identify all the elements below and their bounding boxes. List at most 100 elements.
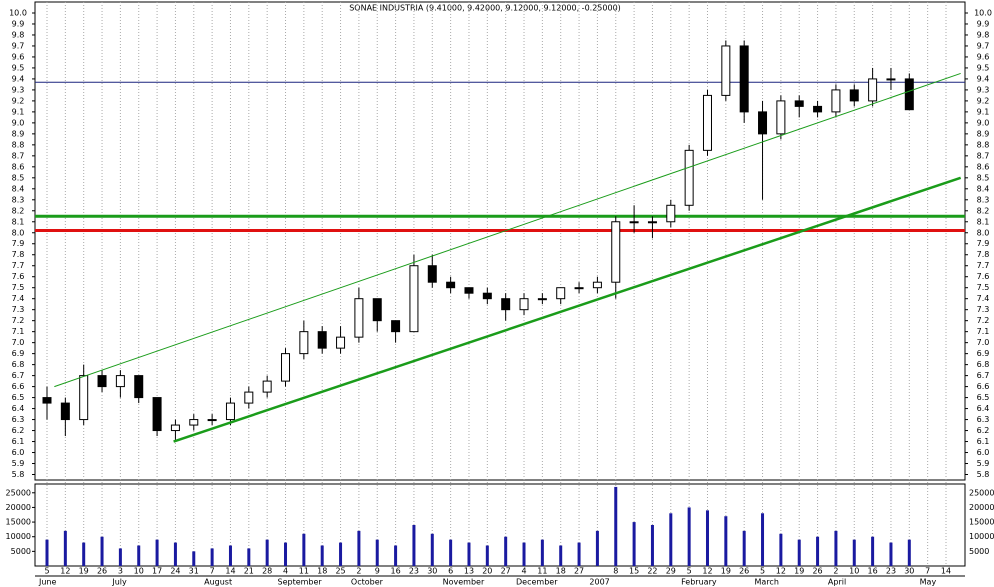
candle-body — [849, 89, 859, 102]
month-label: October — [351, 578, 384, 587]
y2-tick-label: 15000 — [969, 518, 994, 527]
candle-body — [427, 265, 437, 283]
y-tick-label: 7.4 — [12, 294, 25, 303]
volume-frame — [34, 483, 966, 567]
price-frame — [34, 1, 966, 481]
candle-body — [739, 45, 749, 113]
candle-body — [244, 391, 254, 404]
y-tick-label: 6.4 — [12, 404, 25, 413]
y-tick-label: 7.0 — [977, 338, 990, 347]
x-tick-label: 16 — [390, 567, 400, 576]
y2-tick-label: 5000 — [11, 547, 31, 556]
x-tick-label: 6 — [448, 567, 453, 576]
volume-bar — [797, 539, 801, 566]
month-label: February — [681, 578, 717, 587]
y-tick-label: 9.5 — [977, 63, 990, 72]
y-tick-label: 7.3 — [977, 305, 990, 314]
candle-body — [299, 331, 309, 355]
y-tick-label: 8.8 — [977, 140, 990, 149]
y-tick-label: 8.5 — [977, 173, 990, 182]
y-tick-label: 8.9 — [12, 129, 25, 138]
candle-body — [152, 397, 162, 432]
y-tick-label: 8.0 — [977, 228, 990, 237]
y-tick-label: 6.4 — [977, 404, 990, 413]
x-tick-label: 29 — [666, 567, 676, 576]
y-tick-label: 7.8 — [12, 250, 25, 259]
x-tick-label: 12 — [702, 567, 712, 576]
x-tick-label: 27 — [501, 567, 511, 576]
candle-body — [904, 78, 914, 111]
y-tick-label: 7.0 — [12, 338, 25, 347]
x-tick-label: 9 — [375, 567, 380, 576]
y-tick-label: 7.9 — [977, 239, 990, 248]
volume-bar — [63, 530, 67, 566]
candle-body — [42, 397, 52, 404]
candle-body — [537, 298, 547, 301]
x-tick-label: 31 — [189, 567, 199, 576]
candle-body — [262, 380, 272, 393]
candle-body — [60, 402, 70, 421]
y2-tick-label: 10000 — [969, 532, 994, 541]
candle-body — [281, 353, 291, 382]
candle-body — [776, 100, 786, 135]
y-tick-label: 9.4 — [12, 74, 25, 83]
volume-bar — [724, 516, 728, 566]
y-tick-label: 6.7 — [12, 371, 25, 380]
x-tick-label: 5 — [760, 567, 765, 576]
y-tick-label: 9.6 — [12, 52, 25, 61]
candle-body — [721, 45, 731, 96]
y-tick-label: 9.8 — [977, 30, 990, 39]
volume-bar — [834, 530, 838, 566]
candle-body — [758, 111, 768, 135]
candle-body — [409, 265, 419, 333]
volume-bar — [284, 542, 288, 566]
y-tick-label: 6.9 — [977, 349, 990, 358]
y-tick-label: 9.7 — [977, 41, 990, 50]
y-tick-label: 8.1 — [977, 217, 990, 226]
y-tick-label: 7.8 — [977, 250, 990, 259]
y-tick-label: 9.8 — [12, 30, 25, 39]
candle-body — [592, 281, 602, 289]
candle-body — [501, 298, 511, 311]
volume-bar — [412, 525, 416, 566]
volume-bar — [632, 522, 636, 566]
candle-body — [372, 298, 382, 322]
x-tick-label: 26 — [812, 567, 822, 576]
volume-bar — [449, 539, 453, 566]
volume-bar — [320, 545, 324, 566]
y-tick-label: 6.5 — [12, 393, 25, 402]
y-tick-label: 6.3 — [12, 415, 25, 424]
y-tick-label: 6.0 — [977, 448, 990, 457]
y-tick-label: 6.8 — [977, 360, 990, 369]
x-tick-label: 5 — [44, 567, 49, 576]
volume-bar — [577, 542, 581, 566]
y-tick-label: 8.6 — [12, 162, 25, 171]
x-tick-label: 2 — [356, 567, 361, 576]
y-tick-label: 5.9 — [12, 459, 25, 468]
x-tick-label: 7 — [925, 567, 930, 576]
candle-body — [868, 78, 878, 102]
x-tick-label: 26 — [97, 567, 107, 576]
y-tick-label: 10.0 — [974, 8, 992, 17]
x-tick-label: 26 — [739, 567, 749, 576]
y-tick-label: 7.7 — [977, 261, 990, 270]
x-tick-label: 18 — [317, 567, 327, 576]
x-tick-label: 20 — [482, 567, 492, 576]
x-tick-label: 12 — [776, 567, 786, 576]
volume-bar — [761, 513, 765, 566]
y-tick-label: 9.3 — [977, 85, 990, 94]
y-tick-label: 6.1 — [977, 437, 990, 446]
volume-bar — [394, 545, 398, 566]
y2-tick-label: 10000 — [6, 532, 31, 541]
x-tick-label: 4 — [521, 567, 526, 576]
x-tick-label: 7 — [210, 567, 215, 576]
volume-bar — [742, 530, 746, 566]
y-tick-label: 5.8 — [12, 470, 25, 479]
candle-body — [574, 287, 584, 290]
month-label: May — [920, 578, 937, 587]
volume-bar — [705, 510, 709, 566]
candle-body — [354, 298, 364, 338]
candle-body — [79, 375, 89, 421]
y2-tick-label: 25000 — [969, 488, 994, 497]
y-tick-label: 8.2 — [12, 206, 25, 215]
